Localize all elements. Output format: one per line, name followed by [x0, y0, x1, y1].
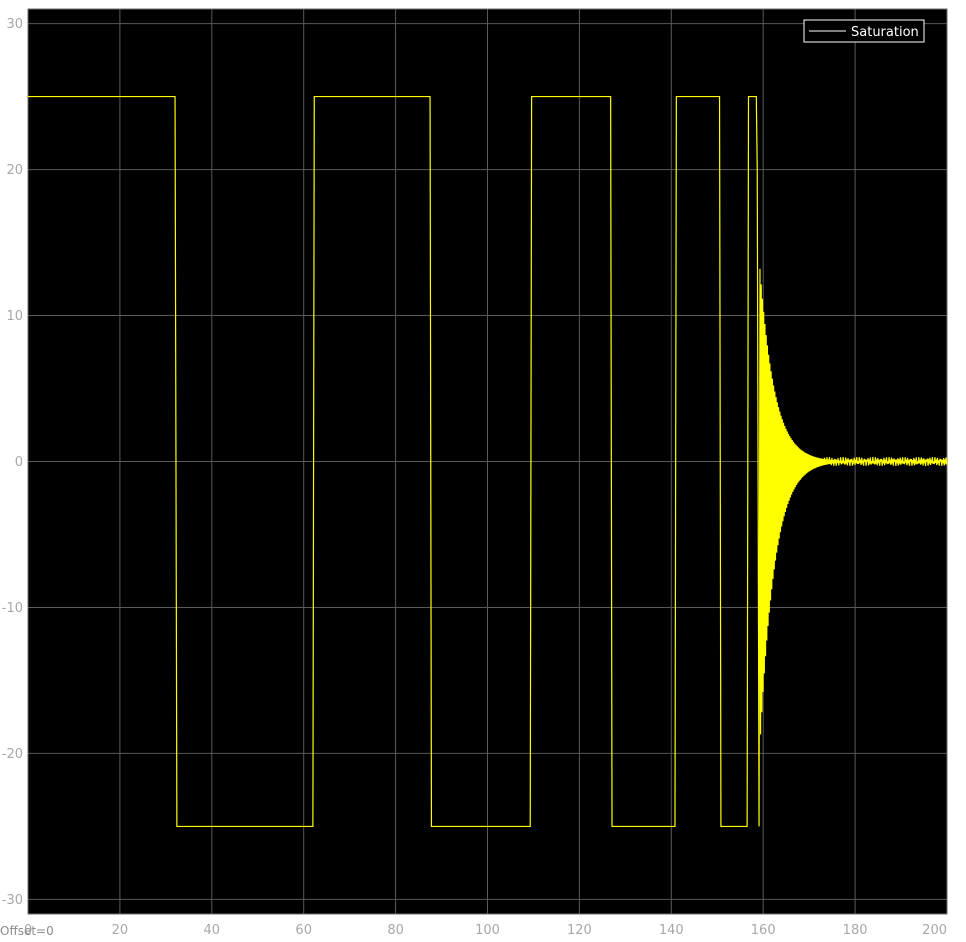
x-tick-label: 40	[204, 923, 221, 938]
y-tick-label: -20	[2, 747, 23, 762]
series-layer	[28, 95, 948, 828]
series-line-saturation	[28, 95, 948, 828]
y-tick-label: -10	[2, 601, 23, 616]
tick-labels: 0 20 40 60 80 100 120 140 160 180 200 -30 -20 -10 0 10 2…	[2, 17, 947, 938]
x-tick-label: 60	[295, 923, 312, 938]
x-tick-label: 180	[843, 923, 868, 938]
y-tick-label: 10	[6, 309, 23, 324]
legend[interactable]: Saturation	[803, 19, 925, 43]
legend-label: Saturation	[851, 25, 919, 40]
x-tick-label: 0	[24, 923, 32, 938]
y-tick-label: -30	[2, 893, 23, 908]
x-tick-label: 140	[659, 923, 684, 938]
x-tick-label: 80	[387, 923, 404, 938]
x-tick-label: 100	[475, 923, 500, 938]
x-tick-label: 120	[567, 923, 592, 938]
x-tick-label: 200	[922, 923, 947, 938]
y-tick-label: 30	[6, 17, 23, 32]
y-tick-label: 0	[15, 455, 23, 470]
y-tick-label: 20	[6, 163, 23, 178]
x-tick-label: 160	[751, 923, 776, 938]
x-tick-label: 20	[112, 923, 129, 938]
offset-label: Offset=0	[0, 924, 54, 938]
legend-box[interactable]	[803, 19, 925, 43]
